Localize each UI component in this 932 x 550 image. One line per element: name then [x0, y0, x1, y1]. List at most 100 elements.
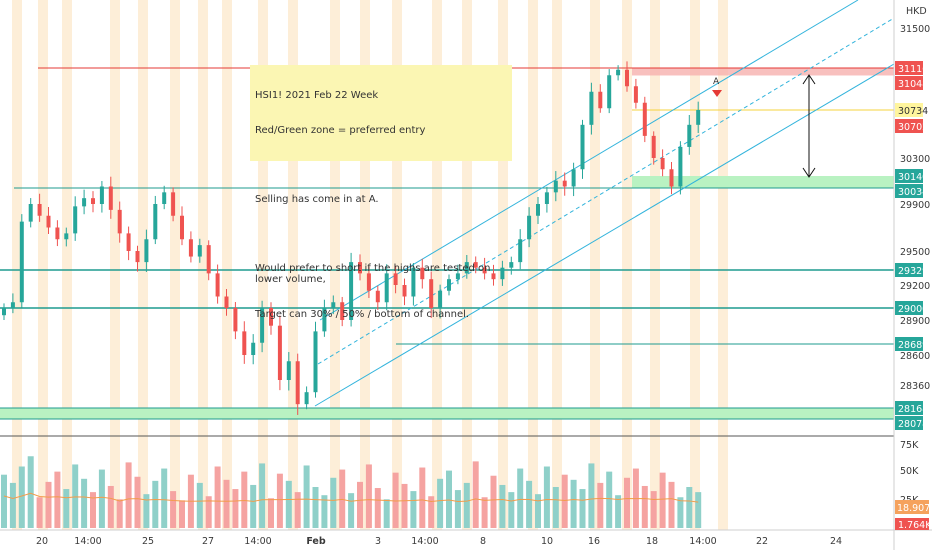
time-tick-label: 27	[202, 536, 214, 547]
volume-bar	[241, 471, 248, 528]
note-line: Would prefer to short if the highs are t…	[255, 262, 494, 286]
candle-body	[429, 279, 434, 308]
candle-body	[589, 91, 594, 125]
candle-body	[536, 204, 540, 216]
price-tick-label: 29500	[900, 247, 930, 258]
session-band	[590, 0, 600, 530]
volume-bar	[250, 484, 257, 528]
volume-bar	[143, 494, 150, 528]
volume-bar	[508, 492, 515, 528]
note-line	[255, 159, 507, 171]
candle-body	[286, 361, 291, 380]
candle-body	[117, 209, 122, 234]
bottom-zone	[0, 408, 894, 419]
candle-body	[64, 233, 69, 240]
session-band	[38, 0, 48, 530]
session-band	[650, 0, 660, 530]
candle-body	[669, 169, 674, 187]
candle-body	[625, 69, 629, 87]
volume-bar	[463, 482, 470, 528]
candle-body	[411, 267, 416, 297]
candle-body	[91, 198, 95, 204]
price-tag-label: 31048	[898, 79, 928, 90]
candle-body	[215, 273, 220, 297]
candle-body	[206, 245, 211, 274]
candle-body	[580, 124, 585, 170]
volume-bar	[579, 489, 586, 528]
candle-body	[108, 186, 113, 210]
session-bands	[12, 0, 728, 530]
time-tick-label: 14:00	[244, 536, 271, 547]
volume-bar	[223, 479, 230, 528]
price-tick-label: 29900	[900, 200, 930, 211]
volume-bar	[526, 480, 533, 528]
time-tick-label: 20	[36, 536, 48, 547]
candle-body	[393, 273, 398, 285]
candle-body	[180, 215, 184, 240]
time-tick-label: Feb	[306, 536, 326, 547]
price-zones	[0, 68, 894, 419]
candle-body	[366, 273, 371, 291]
chart-annotations: A	[712, 74, 816, 178]
volume-bar	[107, 485, 114, 528]
price-tag-label: 29000	[898, 304, 928, 315]
volume-bar	[81, 478, 88, 528]
time-axis: 20 14:00 25 27 14:00 Feb 3 14:00 8 10 16 18 14:00 22 2…	[36, 536, 842, 547]
volume-bar	[650, 491, 657, 528]
volume-bar	[268, 498, 274, 528]
session-band	[258, 0, 268, 530]
price-tick-label: 29200	[900, 281, 930, 292]
candle-body	[277, 325, 282, 380]
session-band	[498, 0, 508, 530]
candle-body	[269, 308, 273, 326]
volume-bar	[348, 493, 355, 528]
volume-bar	[45, 481, 52, 528]
session-band	[110, 0, 120, 530]
volume-bar	[597, 482, 604, 528]
price-tick-label: 28900	[900, 316, 930, 327]
volume-average-line	[3, 492, 699, 503]
time-tick-label: 25	[142, 536, 154, 547]
volume-bar	[134, 476, 141, 528]
note-line: Red/Green zone = preferred entry	[255, 124, 426, 136]
regression-channel	[314, 0, 895, 407]
volume-bar	[27, 456, 34, 528]
candle-body	[197, 245, 202, 257]
time-tick-label: 14:00	[689, 536, 716, 547]
volume-bar	[72, 464, 79, 528]
candle-body	[482, 267, 487, 274]
session-band	[170, 0, 180, 530]
price-tick-label: 30300	[900, 154, 930, 165]
time-tick-label: 14:00	[74, 536, 101, 547]
volume-bar	[152, 480, 159, 528]
session-band	[12, 0, 22, 530]
session-band	[198, 0, 208, 530]
time-tick-label: 22	[756, 536, 768, 547]
price-tick-label: 28360	[900, 381, 930, 392]
note-line: HSI1! 2021 Feb 22 Week	[255, 90, 379, 101]
session-band	[718, 0, 728, 530]
candle-body	[544, 192, 549, 204]
candle-body	[473, 262, 478, 268]
price-tag-label: 28168	[898, 404, 928, 415]
candle-body	[162, 192, 167, 204]
candle-body	[153, 204, 158, 240]
candle-body	[651, 135, 656, 158]
volume-bar	[339, 469, 346, 528]
candle-body	[678, 146, 683, 187]
price-tag-label: 30034	[898, 187, 928, 198]
session-band	[528, 0, 538, 530]
candle-body	[2, 308, 6, 316]
trade-note[interactable]: HSI1! 2021 Feb 22 Week Red/Green zone = …	[250, 65, 512, 320]
volume-bar	[18, 466, 25, 528]
candle-body	[384, 273, 389, 303]
horizontal-levels	[0, 67, 894, 420]
volume-bar	[543, 466, 550, 528]
volume-bar	[446, 470, 452, 528]
volume-bar	[401, 483, 408, 528]
price-tag-label: 30734	[898, 106, 928, 117]
sell-marker-icon	[712, 90, 722, 97]
channel-lower	[314, 63, 895, 407]
volume-bar	[686, 487, 693, 528]
candle-body	[304, 392, 309, 405]
